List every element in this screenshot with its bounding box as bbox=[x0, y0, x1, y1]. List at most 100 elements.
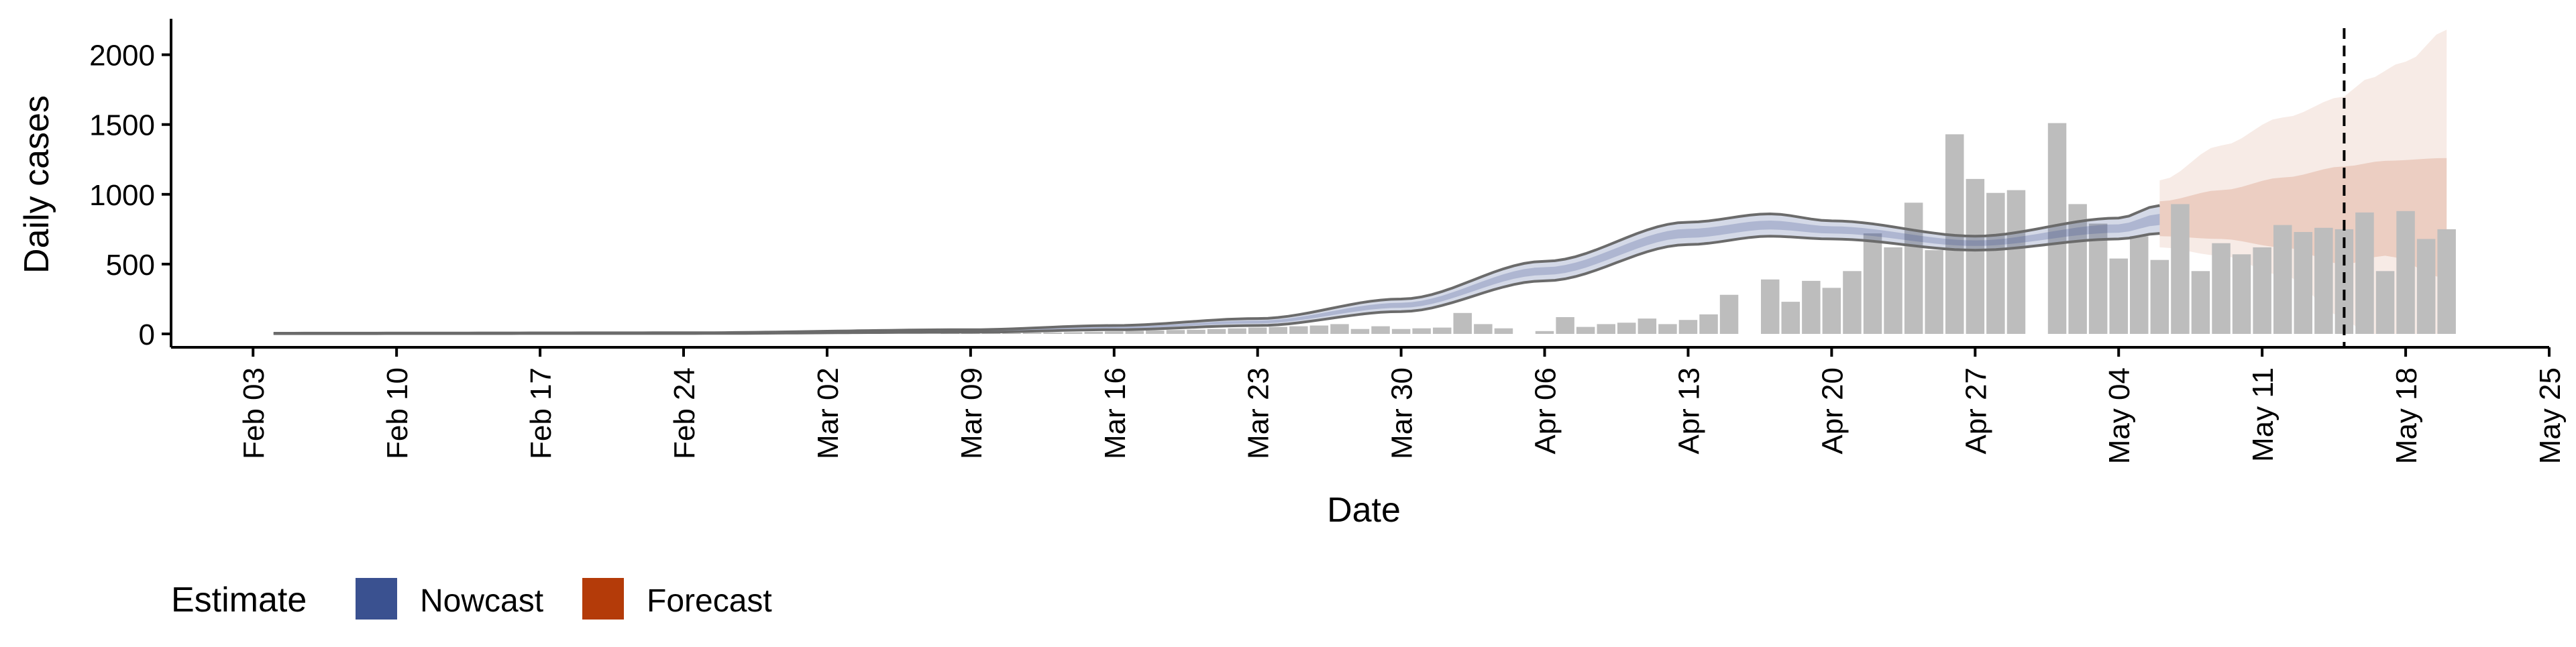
bar bbox=[1474, 324, 1493, 334]
bar bbox=[2109, 258, 2128, 334]
bar bbox=[1535, 331, 1554, 334]
bar bbox=[1309, 325, 1329, 334]
bar bbox=[1125, 331, 1144, 334]
bar bbox=[1719, 294, 1739, 334]
bar bbox=[1269, 327, 1287, 334]
bar bbox=[1904, 202, 1923, 334]
legend: Estimate Nowcast Forecast bbox=[171, 578, 772, 620]
x-tick-label: Mar 09 bbox=[955, 367, 988, 459]
x-tick-label: May 11 bbox=[2247, 367, 2279, 462]
bar bbox=[1146, 330, 1165, 334]
bar bbox=[961, 333, 980, 334]
bar bbox=[1494, 328, 1513, 334]
x-axis-label: Date bbox=[1327, 491, 1401, 530]
bar bbox=[1986, 192, 2005, 334]
bar bbox=[1105, 331, 1124, 334]
bar bbox=[1002, 333, 1021, 334]
bar bbox=[1084, 331, 1103, 334]
bar bbox=[1043, 332, 1062, 334]
x-tick-label: Mar 02 bbox=[812, 367, 845, 459]
x-tick-label: May 04 bbox=[2103, 367, 2136, 464]
y-tick-label: 2000 bbox=[89, 40, 155, 72]
legend-title: Estimate bbox=[171, 581, 307, 620]
bar bbox=[2047, 123, 2067, 334]
forecast-inner-band bbox=[2159, 158, 2447, 278]
bar bbox=[941, 333, 959, 334]
bar bbox=[1863, 233, 1882, 334]
bar bbox=[1638, 318, 1657, 334]
bar bbox=[1453, 312, 1472, 334]
x-tick-label: Apr 27 bbox=[1960, 367, 1992, 455]
bar bbox=[1391, 329, 1411, 334]
bar bbox=[2416, 239, 2436, 334]
bar bbox=[1761, 279, 1780, 334]
bar bbox=[1289, 326, 1308, 334]
bar bbox=[1207, 329, 1226, 334]
forecast-outer-band bbox=[2159, 30, 2447, 334]
bar bbox=[1925, 250, 1943, 334]
x-tick-label: May 25 bbox=[2534, 367, 2567, 464]
bar bbox=[2130, 236, 2149, 334]
x-tick-label: Feb 24 bbox=[668, 367, 701, 459]
bar bbox=[2253, 247, 2271, 334]
bar bbox=[1166, 330, 1185, 334]
bar bbox=[2375, 271, 2395, 334]
x-tick-label: Apr 13 bbox=[1673, 367, 1706, 455]
x-tick-label: Feb 10 bbox=[381, 367, 414, 459]
bar bbox=[1371, 326, 1390, 334]
y-tick-label: 0 bbox=[139, 318, 155, 351]
bar bbox=[1228, 328, 1246, 334]
bar bbox=[1802, 280, 1821, 334]
bar bbox=[2006, 190, 2026, 334]
bar bbox=[1884, 247, 1902, 334]
bar bbox=[1433, 327, 1452, 334]
bar bbox=[1678, 320, 1698, 334]
bar bbox=[981, 333, 1001, 334]
bar bbox=[1576, 327, 1595, 334]
bar bbox=[1556, 317, 1574, 334]
x-tick-label: Mar 23 bbox=[1242, 367, 1275, 459]
legend-key-forecast bbox=[582, 578, 624, 620]
bar bbox=[2355, 212, 2374, 334]
bar bbox=[1966, 178, 1985, 334]
y-axis-label: Daily cases bbox=[17, 95, 56, 274]
x-tick-label: Feb 17 bbox=[525, 367, 557, 459]
bar bbox=[2314, 227, 2333, 334]
y-tick-label: 1500 bbox=[89, 109, 155, 142]
bar bbox=[2068, 204, 2087, 334]
bar bbox=[1350, 329, 1370, 334]
nowcast-band-area bbox=[273, 205, 2160, 334]
bar bbox=[2437, 229, 2456, 334]
bar bbox=[1822, 288, 1841, 334]
bar bbox=[1597, 324, 1615, 334]
bar bbox=[2171, 204, 2190, 334]
bar bbox=[2294, 232, 2312, 334]
bar bbox=[1781, 302, 1800, 334]
x-tick-label: Feb 03 bbox=[237, 367, 270, 459]
bar bbox=[1617, 322, 1636, 334]
x-tick-label: May 18 bbox=[2390, 367, 2423, 464]
legend-label-forecast: Forecast bbox=[647, 583, 772, 619]
bar bbox=[1063, 332, 1083, 334]
bar bbox=[2396, 211, 2415, 334]
nowcast-lower-line bbox=[273, 232, 2160, 335]
bar bbox=[1412, 328, 1431, 334]
x-tick-label: Mar 30 bbox=[1386, 367, 1419, 459]
x-tick-label: Apr 20 bbox=[1816, 367, 1849, 455]
x-tick-label: Mar 16 bbox=[1099, 367, 1132, 459]
bar bbox=[1022, 333, 1042, 334]
nowcast-band bbox=[273, 204, 2160, 335]
bar bbox=[1187, 329, 1205, 334]
bars bbox=[941, 123, 2456, 335]
bar bbox=[1699, 314, 1718, 334]
bar bbox=[1843, 271, 1862, 334]
axes: 0 500 1000 1500 2000 Feb 03 Feb 10 Feb 17 Feb 24… bbox=[89, 19, 2567, 464]
bar bbox=[2212, 243, 2231, 334]
y-tick-label: 500 bbox=[106, 249, 155, 282]
bar bbox=[2273, 225, 2292, 334]
y-tick-label: 1000 bbox=[89, 179, 155, 212]
bar bbox=[2191, 271, 2210, 334]
forecast-bands bbox=[2159, 30, 2447, 334]
